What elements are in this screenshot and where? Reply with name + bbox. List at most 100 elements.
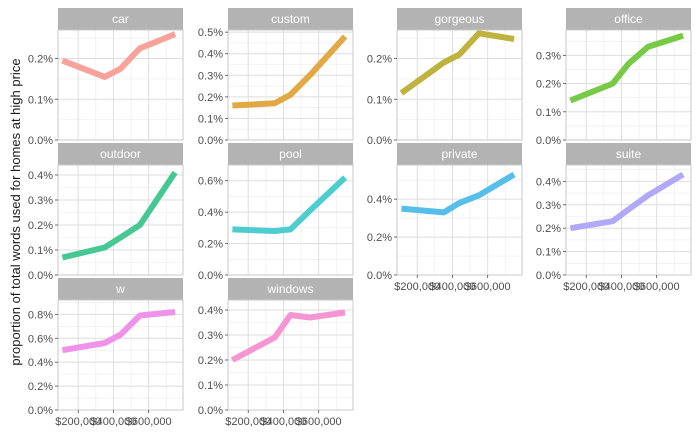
- panel-background: [566, 30, 691, 140]
- y-tick-label: 0.1%: [28, 245, 53, 257]
- facet-strip-label: w: [115, 282, 125, 296]
- y-tick-label: 0.6%: [198, 176, 223, 188]
- x-tick-label: $200,000: [225, 416, 271, 428]
- series-line-car: [61, 31, 177, 80]
- y-tick-label: 0.4%: [367, 194, 392, 206]
- panel-background: [228, 165, 353, 275]
- x-tick-label: $600,000: [296, 416, 342, 428]
- series-line-w: [61, 309, 176, 354]
- y-tick-label: 0.3%: [536, 200, 561, 212]
- y-tick-label: 0.3%: [28, 195, 53, 207]
- series-line-pool: [232, 175, 348, 234]
- panel-background: [58, 300, 183, 410]
- y-tick-label: 0.0%: [367, 270, 392, 282]
- y-tick-label: 0.8%: [28, 309, 53, 321]
- facet-strip-label: private: [441, 147, 477, 161]
- facet-strip: [58, 143, 183, 165]
- series-line-private: [401, 171, 516, 216]
- facet-strip: [397, 8, 522, 30]
- panel-border: [565, 164, 692, 276]
- y-tick-label: 0.4%: [28, 357, 53, 369]
- y-tick-label: 0.0%: [536, 270, 561, 282]
- facet-panel-w: w 0.0% 0.2% 0.4% 0.6% 0.8% $200,000$400,000$60…: [28, 278, 184, 428]
- facet-panel-outdoor: outdoor 0.0% 0.1% 0.2% 0.3% 0.4%: [28, 143, 184, 282]
- facet-strip: [566, 143, 691, 165]
- facet-panel-office: office 0.0% 0.1% 0.2% 0.3%: [536, 8, 692, 147]
- x-tick-label: $200,000: [55, 416, 101, 428]
- facet-strip-label: custom: [271, 12, 310, 26]
- y-tick-label: 0.2%: [198, 92, 223, 104]
- series-line-custom: [232, 34, 348, 109]
- panel-background: [397, 30, 522, 140]
- panel-border: [57, 29, 184, 141]
- panel-background: [58, 165, 183, 275]
- y-tick-label: 0.0%: [28, 405, 53, 417]
- panel-border: [57, 299, 184, 411]
- y-tick-label: 0.5%: [198, 27, 223, 39]
- x-tick-label: $400,000: [599, 281, 645, 293]
- y-tick-label: 0.6%: [28, 333, 53, 345]
- facet-panel-suite: suite 0.0% 0.1% 0.2% 0.3% 0.4% $200,000$400,00…: [536, 143, 692, 293]
- y-tick-label: 0.4%: [28, 170, 53, 182]
- facet-strip-label: pool: [279, 147, 302, 161]
- y-tick-label: 0.2%: [28, 381, 53, 393]
- y-tick-label: 0.0%: [28, 270, 53, 282]
- panel-background: [58, 30, 183, 140]
- y-tick-label: 0.1%: [367, 94, 392, 106]
- y-axis-label: proportion of total words used for homes…: [8, 58, 23, 365]
- y-tick-label: 0.1%: [536, 247, 561, 259]
- y-tick-label: 0.2%: [367, 232, 392, 244]
- facet-panel-windows: windows 0.0% 0.1% 0.2% 0.3% 0.4% $200,000$400,…: [198, 278, 354, 428]
- y-tick-label: 0.0%: [198, 135, 223, 147]
- y-tick-label: 0.2%: [536, 223, 561, 235]
- facet-strip-label: windows: [266, 282, 313, 296]
- facet-strip: [397, 143, 522, 165]
- y-tick-label: 0.3%: [198, 70, 223, 82]
- y-tick-label: 0.0%: [536, 135, 561, 147]
- facet-strip: [228, 8, 353, 30]
- x-tick-label: $400,000: [91, 416, 137, 428]
- facet-strip: [566, 8, 691, 30]
- y-tick-label: 0.3%: [198, 330, 223, 342]
- y-tick-label: 0.2%: [28, 220, 53, 232]
- panel-border: [565, 29, 692, 141]
- panel-border: [227, 299, 354, 411]
- y-tick-label: 0.2%: [198, 355, 223, 367]
- panel-border: [227, 164, 354, 276]
- facet-panels: car 0.0% 0.1% 0.2% custom 0.0% 0.1% 0.2% 0.3% 0.4…: [28, 8, 692, 428]
- y-tick-label: 0.4%: [198, 305, 223, 317]
- facet-strip: [58, 278, 183, 300]
- series-line-suite: [569, 171, 685, 232]
- y-tick-label: 0.2%: [367, 54, 392, 66]
- panel-border: [227, 29, 354, 141]
- facet-strip: [228, 143, 353, 165]
- facet-strip-label: car: [112, 12, 129, 26]
- x-tick-label: $400,000: [430, 281, 476, 293]
- facet-strip: [228, 278, 353, 300]
- x-tick-label: $600,000: [634, 281, 680, 293]
- facet-panel-car: car 0.0% 0.1% 0.2%: [28, 8, 184, 147]
- y-tick-label: 0.4%: [198, 207, 223, 219]
- facet-strip: [58, 8, 183, 30]
- facet-panel-private: private 0.0% 0.2% 0.4% $200,000$400,000$600,…: [367, 143, 523, 293]
- x-tick-label: $200,000: [394, 281, 440, 293]
- y-tick-label: 0.0%: [28, 135, 53, 147]
- facet-strip-label: gorgeous: [434, 12, 484, 26]
- y-tick-label: 0.1%: [198, 113, 223, 125]
- panel-border: [396, 29, 523, 141]
- x-tick-label: $200,000: [563, 281, 609, 293]
- series-line-windows: [230, 309, 346, 363]
- y-tick-label: 0.4%: [536, 176, 561, 188]
- y-tick-label: 0.2%: [28, 54, 53, 66]
- facet-panel-custom: custom 0.0% 0.1% 0.2% 0.3% 0.4% 0.5%: [198, 8, 354, 147]
- panel-border: [57, 164, 184, 276]
- series-line-gorgeous: [399, 30, 515, 96]
- facet-strip-label: suite: [616, 147, 642, 161]
- x-tick-label: $600,000: [465, 281, 511, 293]
- series-line-outdoor: [61, 170, 178, 261]
- y-tick-label: 0.2%: [536, 79, 561, 91]
- y-tick-label: 0.0%: [198, 270, 223, 282]
- y-tick-label: 0.1%: [198, 380, 223, 392]
- y-tick-label: 0.1%: [28, 94, 53, 106]
